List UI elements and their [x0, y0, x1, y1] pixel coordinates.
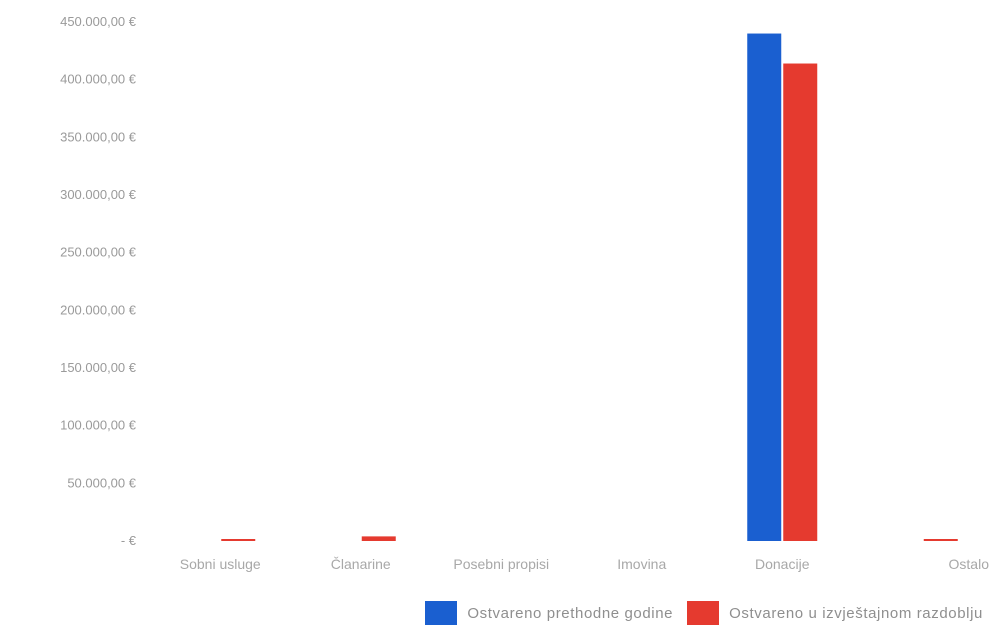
bar-chart: - € 50.000,00 € 100.000,00 € 150.000,00 € 20…: [60, 14, 989, 572]
legend-swatch-reporting-period: [687, 601, 720, 625]
x-category-label: Ostalo: [949, 556, 990, 572]
y-tick-label: 250.000,00 €: [60, 245, 137, 260]
bars: [221, 33, 958, 542]
y-tick-label: 100.000,00 €: [60, 418, 137, 433]
y-tick-label: 150.000,00 €: [60, 360, 137, 375]
y-tick-label: 50.000,00 €: [67, 475, 136, 490]
x-category-label: Članarine: [331, 556, 391, 572]
y-tick-label: - €: [121, 533, 137, 548]
bar-reporting-period[interactable]: [923, 539, 958, 541]
legend: Ostvareno prethodne godine Ostvareno u i…: [0, 596, 993, 630]
bar-prior-year[interactable]: [747, 33, 782, 542]
y-tick-label: 300.000,00 €: [60, 187, 137, 202]
legend-label-prior-year: Ostvareno prethodne godine: [467, 604, 674, 622]
x-category-label: Sobni usluge: [180, 556, 261, 572]
y-tick-label: 400.000,00 €: [60, 72, 137, 87]
legend-item-reporting-period[interactable]: Ostvareno u izvještajnom razdoblju: [687, 601, 983, 625]
y-tick-label: 200.000,00 €: [60, 302, 137, 317]
bar-reporting-period[interactable]: [221, 539, 256, 541]
x-category-label: Posebni propisi: [453, 556, 549, 572]
legend-item-prior-year[interactable]: Ostvareno prethodne godine: [425, 601, 673, 625]
y-axis: - € 50.000,00 € 100.000,00 € 150.000,00 € 20…: [60, 14, 137, 548]
x-category-label: Imovina: [617, 556, 666, 572]
x-category-label: Donacije: [755, 556, 810, 572]
bar-reporting-period[interactable]: [361, 536, 396, 541]
legend-label-reporting-period: Ostvareno u izvještajnom razdoblju: [729, 604, 983, 622]
x-axis: Sobni usluge Članarine Posebni propisi Imov…: [180, 556, 989, 572]
bar-reporting-period[interactable]: [783, 63, 818, 542]
y-tick-label: 350.000,00 €: [60, 129, 137, 144]
y-tick-label: 450.000,00 €: [60, 14, 137, 29]
legend-swatch-prior-year: [425, 601, 458, 625]
